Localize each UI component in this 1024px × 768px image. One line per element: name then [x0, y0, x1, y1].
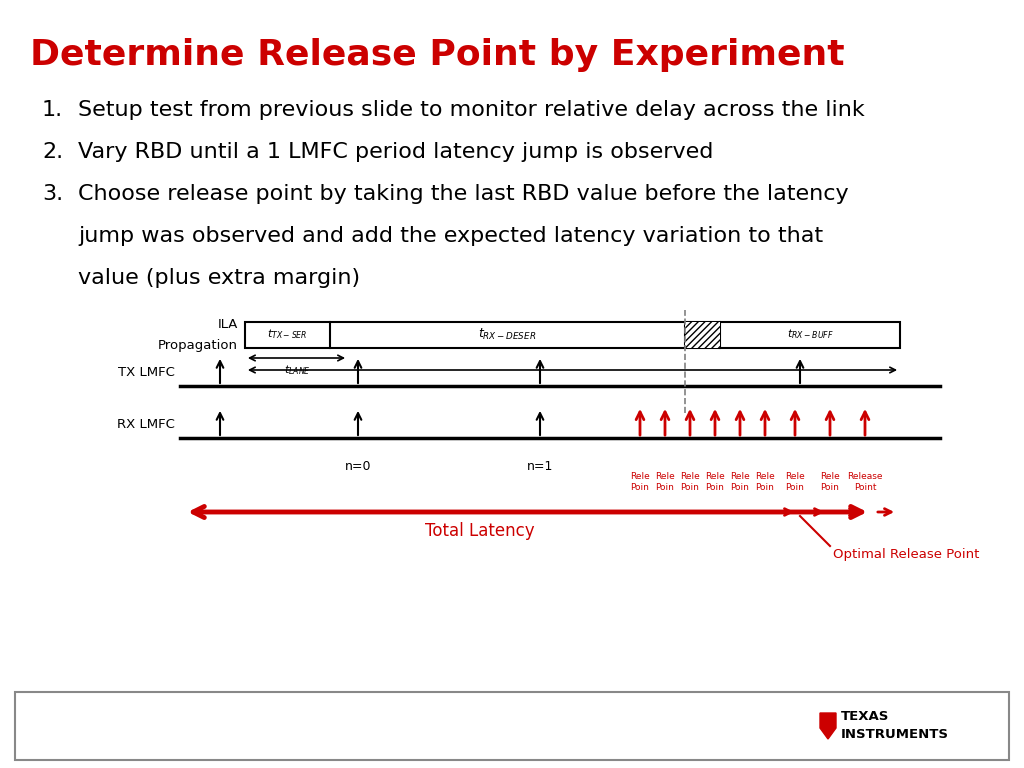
- Text: Rele: Rele: [785, 472, 805, 481]
- Text: INSTRUMENTS: INSTRUMENTS: [841, 729, 949, 741]
- Text: Poin: Poin: [655, 483, 675, 492]
- Text: value (plus extra margin): value (plus extra margin): [78, 268, 360, 288]
- Text: $t_{LANE}$: $t_{LANE}$: [284, 363, 310, 377]
- Text: $t_{RX-BUFF}$: $t_{RX-BUFF}$: [786, 327, 834, 341]
- Text: Setup test from previous slide to monitor relative delay across the link: Setup test from previous slide to monito…: [78, 100, 864, 120]
- Text: n=1: n=1: [526, 460, 553, 473]
- Bar: [685, 322, 720, 348]
- Text: ILA: ILA: [218, 319, 238, 332]
- Text: Rele: Rele: [820, 472, 840, 481]
- Text: Poin: Poin: [706, 483, 724, 492]
- Text: Release: Release: [847, 472, 883, 481]
- Text: Vary RBD until a 1 LMFC period latency jump is observed: Vary RBD until a 1 LMFC period latency j…: [78, 142, 714, 162]
- Bar: [15, 692, 1009, 760]
- Text: jump was observed and add the expected latency variation to that: jump was observed and add the expected l…: [78, 226, 823, 246]
- Text: Total Latency: Total Latency: [425, 522, 535, 540]
- Text: Determine Release Point by Experiment: Determine Release Point by Experiment: [30, 38, 845, 72]
- Text: Rele: Rele: [755, 472, 775, 481]
- Text: TX LMFC: TX LMFC: [118, 366, 175, 379]
- Text: 3.: 3.: [42, 184, 63, 204]
- Polygon shape: [820, 713, 836, 739]
- Text: $t_{RX-DESER}$: $t_{RX-DESER}$: [478, 326, 537, 342]
- Text: Optimal Release Point: Optimal Release Point: [833, 548, 979, 561]
- Text: Rele: Rele: [655, 472, 675, 481]
- Text: Poin: Poin: [730, 483, 750, 492]
- Text: TEXAS: TEXAS: [841, 710, 890, 723]
- Text: 2.: 2.: [42, 142, 63, 162]
- Text: RX LMFC: RX LMFC: [117, 418, 175, 431]
- Text: Rele: Rele: [706, 472, 725, 481]
- Text: Poin: Poin: [785, 483, 805, 492]
- Text: Rele: Rele: [730, 472, 750, 481]
- Text: Poin: Poin: [820, 483, 840, 492]
- Text: Rele: Rele: [630, 472, 650, 481]
- Text: 1.: 1.: [42, 100, 63, 120]
- Bar: [245, 322, 900, 348]
- Text: n=0: n=0: [345, 460, 372, 473]
- Text: Point: Point: [854, 483, 877, 492]
- Text: $t_{TX-SER}$: $t_{TX-SER}$: [266, 327, 307, 341]
- Text: Choose release point by taking the last RBD value before the latency: Choose release point by taking the last …: [78, 184, 849, 204]
- Text: Poin: Poin: [681, 483, 699, 492]
- Text: Poin: Poin: [631, 483, 649, 492]
- Text: Propagation: Propagation: [158, 339, 238, 352]
- Text: Poin: Poin: [756, 483, 774, 492]
- Text: Rele: Rele: [680, 472, 699, 481]
